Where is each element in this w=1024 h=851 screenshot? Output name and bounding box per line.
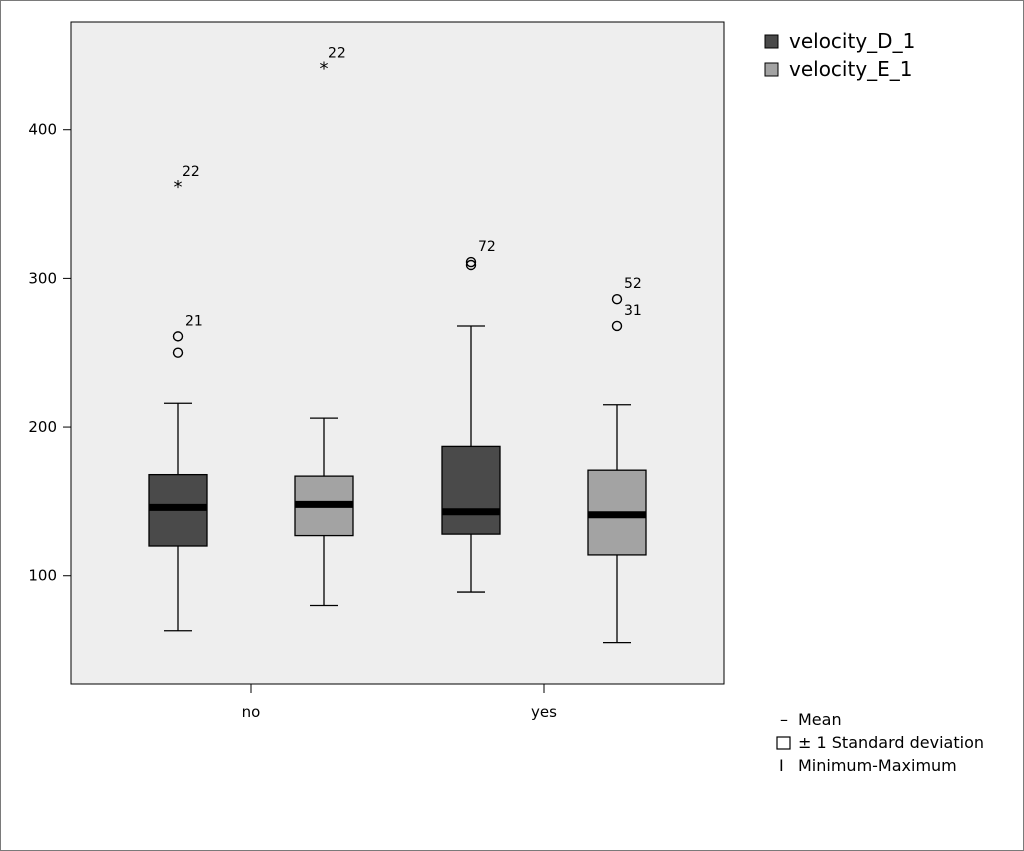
outlier-label: 31 — [624, 303, 642, 319]
legend-label-velocity_D_1: velocity_D_1 — [789, 29, 915, 53]
box-velocity_E_1-yes: 52 31 — [587, 276, 647, 644]
key-symbol-std — [776, 736, 791, 750]
box-velocity_D_1-yes: 72 — [441, 239, 501, 593]
statistics-key: – Mean ± 1 Standard deviation I Minimum-Maxi… — [776, 710, 984, 775]
key-symbol-minmax: I — [779, 756, 784, 775]
x-axis: no yes — [242, 684, 557, 721]
plot-area — [70, 21, 725, 685]
box-velocity_D_1-no: 21 *22 — [148, 164, 208, 632]
key-symbol-mean: – — [780, 710, 788, 729]
legend-swatch-velocity_E_1 — [764, 62, 779, 77]
x-tick-label: yes — [531, 703, 557, 721]
box-body — [441, 445, 501, 535]
key-label: Minimum-Maximum — [798, 756, 957, 775]
legend: velocity_D_1 velocity_E_1 — [764, 29, 915, 81]
outlier-label: 21 — [185, 313, 203, 329]
outlier-point — [611, 294, 623, 305]
y-axis: 100 200 300 400 — [28, 121, 71, 585]
outlier-label: 72 — [478, 239, 496, 255]
y-tick-label: 300 — [28, 269, 57, 287]
outlier-label: 52 — [624, 276, 642, 292]
outlier-point — [465, 259, 477, 271]
outlier-point — [611, 320, 623, 332]
extreme-label: 22 — [182, 164, 200, 180]
legend-label-velocity_E_1: velocity_E_1 — [789, 57, 913, 81]
key-label: ± 1 Standard deviation — [798, 733, 984, 752]
key-label: Mean — [798, 710, 842, 729]
y-tick-label: 400 — [28, 121, 57, 139]
extreme-label: 22 — [328, 45, 346, 61]
y-tick-label: 100 — [28, 567, 57, 585]
outlier-point — [465, 256, 477, 268]
legend-swatch-velocity_D_1 — [764, 34, 779, 49]
extreme-point: * — [320, 58, 329, 79]
outlier-point — [172, 347, 184, 358]
x-tick-label: no — [242, 703, 261, 721]
extreme-point: * — [174, 177, 183, 198]
outlier-point — [172, 331, 184, 342]
y-tick-label: 200 — [28, 418, 57, 436]
box-velocity_E_1-no: *22 — [294, 45, 354, 607]
